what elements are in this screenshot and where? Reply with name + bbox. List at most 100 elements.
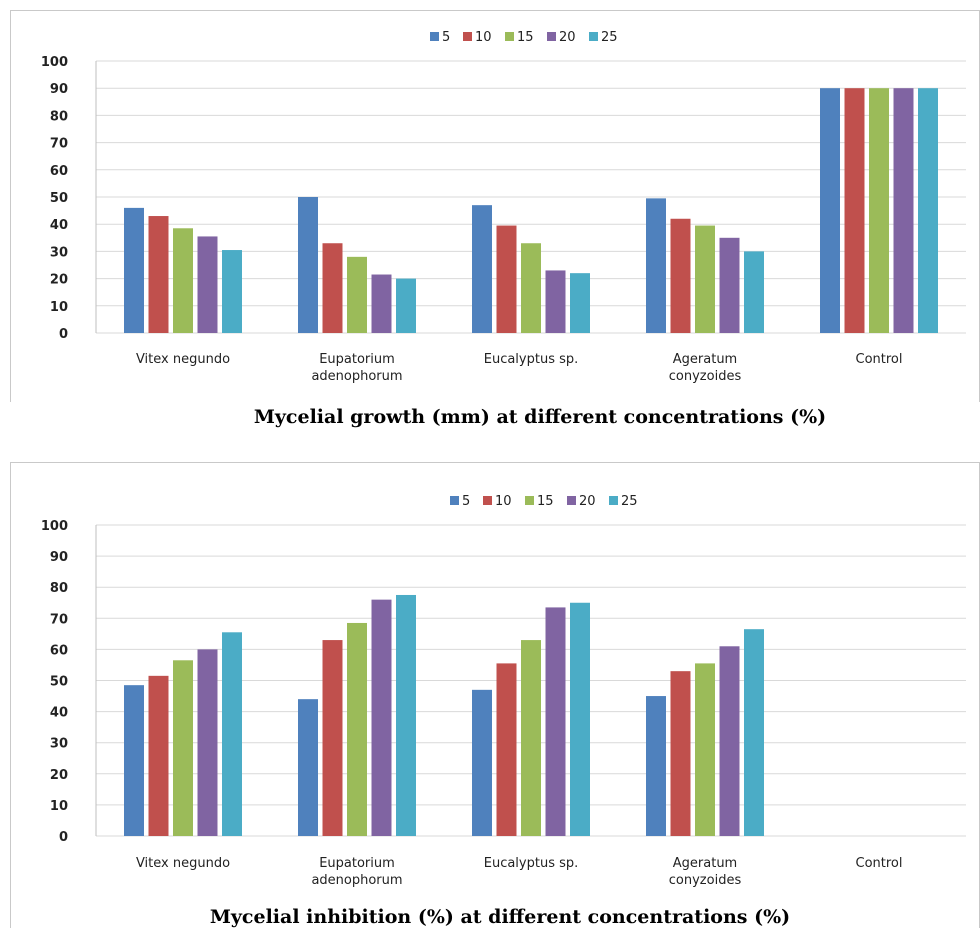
growth-legend-label: 10 xyxy=(475,30,492,45)
growth-y-tick-label: 80 xyxy=(50,109,68,124)
inhibition-x-category-label: Vitex negundo xyxy=(136,856,230,871)
chart-panel-inhibition: 0 10 20 30 40 50 60 70 80 90 100 5 10 15 20 25 Vitex neg… xyxy=(10,462,980,928)
growth-legend-swatch xyxy=(463,32,472,41)
inhibition-bar xyxy=(496,663,517,836)
inhibition-legend-label: 25 xyxy=(621,494,638,509)
growth-x-category-label: Eupatorium xyxy=(319,352,395,367)
inhibition-bar xyxy=(124,685,144,836)
inhibition-x-category-label: Control xyxy=(856,856,903,871)
inhibition-bar xyxy=(396,594,416,836)
inhibition-bar xyxy=(521,640,541,836)
growth-x-category-label: conyzoides xyxy=(669,369,742,384)
growth-legend-swatch xyxy=(430,32,439,41)
inhibition-x-category-label: adenophorum xyxy=(311,873,402,888)
growth-bar xyxy=(298,197,318,333)
growth-bar xyxy=(719,237,740,333)
growth-x-category-label: Vitex negundo xyxy=(136,352,230,367)
growth-y-tick-label: 70 xyxy=(50,137,68,152)
inhibition-x-category-label: Ageratum xyxy=(673,856,737,871)
inhibition-bar xyxy=(197,649,218,836)
inhibition-y-tick-label: 70 xyxy=(50,612,68,627)
inhibition-y-tick-label: 50 xyxy=(50,675,68,690)
inhibition-bar xyxy=(472,689,492,836)
inhibition-y-tick-label: 90 xyxy=(50,550,68,565)
inhibition-legend-swatch xyxy=(483,496,492,505)
growth-x-category-label: Eucalyptus sp. xyxy=(484,352,579,367)
inhibition-x-category-label: Eupatorium xyxy=(319,856,395,871)
growth-bar xyxy=(646,198,666,333)
growth-y-tick-label: 10 xyxy=(50,300,68,315)
growth-bar xyxy=(695,225,715,333)
growth-bar xyxy=(173,228,193,333)
inhibition-bar xyxy=(298,699,318,836)
growth-y-tick-label: 60 xyxy=(50,164,68,179)
inhibition-bar xyxy=(371,599,392,836)
growth-bar xyxy=(197,236,218,333)
chart-title-inhibition: Mycelial inhibition (%) at different con… xyxy=(209,906,791,928)
growth-bar xyxy=(496,225,517,333)
growth-x-category-label: Control xyxy=(856,352,903,367)
inhibition-x-category-label: conyzoides xyxy=(669,873,742,888)
growth-bar xyxy=(869,88,889,333)
growth-legend-label: 15 xyxy=(517,30,534,45)
inhibition-legend-label: 15 xyxy=(537,494,554,509)
inhibition-bar xyxy=(148,675,169,836)
inhibition-y-tick-label: 100 xyxy=(41,519,68,534)
inhibition-bar xyxy=(670,671,691,836)
growth-legend-label: 25 xyxy=(601,30,618,45)
inhibition-bar xyxy=(347,622,367,836)
growth-x-category-label: Ageratum xyxy=(673,352,737,367)
growth-legend-swatch xyxy=(589,32,598,41)
growth-bar xyxy=(222,250,242,333)
inhibition-y-tick-label: 0 xyxy=(59,830,68,845)
inhibition-legend-swatch xyxy=(567,496,576,505)
growth-legend-swatch xyxy=(547,32,556,41)
growth-x-category-label: adenophorum xyxy=(311,369,402,384)
inhibition-y-tick-label: 30 xyxy=(50,737,68,752)
inhibition-chart: 0 10 20 30 40 50 60 70 80 90 100 5 10 15 20 25 Vitex neg… xyxy=(41,494,966,888)
growth-bar xyxy=(521,243,541,333)
growth-bar xyxy=(844,88,865,333)
inhibition-y-tick-label: 40 xyxy=(50,706,68,721)
growth-y-tick-label: 40 xyxy=(50,218,68,233)
inhibition-bar xyxy=(570,602,590,836)
inhibition-bar xyxy=(695,663,715,836)
inhibition-legend-swatch xyxy=(609,496,618,505)
inhibition-bar xyxy=(744,629,764,836)
growth-bar xyxy=(472,205,492,333)
growth-bar xyxy=(124,207,144,333)
growth-y-tick-label: 90 xyxy=(50,82,68,97)
growth-y-tick-label: 20 xyxy=(50,273,68,288)
growth-bar xyxy=(371,274,392,333)
inhibition-legend-swatch xyxy=(525,496,534,505)
growth-bar xyxy=(545,270,566,333)
inhibition-bar xyxy=(173,660,193,836)
growth-bar xyxy=(744,251,764,333)
growth-y-tick-label: 30 xyxy=(50,245,68,260)
growth-bar xyxy=(820,88,840,333)
inhibition-bar xyxy=(545,607,566,836)
inhibition-y-tick-label: 80 xyxy=(50,581,68,596)
inhibition-bar xyxy=(646,696,666,836)
inhibition-bar xyxy=(719,646,740,836)
growth-legend-swatch xyxy=(505,32,514,41)
growth-bar xyxy=(148,216,169,333)
inhibition-legend-label: 5 xyxy=(462,494,470,509)
inhibition-y-tick-label: 10 xyxy=(50,799,68,814)
growth-legend-label: 5 xyxy=(442,30,450,45)
growth-chart: 0 10 20 30 40 50 60 70 80 90 100 5 10 15 20 25 Vitex neg… xyxy=(41,30,966,384)
inhibition-legend-swatch xyxy=(450,496,459,505)
growth-bar xyxy=(347,256,367,333)
inhibition-y-tick-label: 60 xyxy=(50,643,68,658)
growth-legend-label: 20 xyxy=(559,30,576,45)
growth-y-tick-label: 100 xyxy=(41,55,68,70)
inhibition-legend-label: 10 xyxy=(495,494,512,509)
growth-bar xyxy=(322,243,343,333)
growth-bar xyxy=(893,88,914,333)
growth-y-tick-label: 50 xyxy=(50,191,68,206)
inhibition-y-tick-label: 20 xyxy=(50,768,68,783)
inhibition-bar xyxy=(222,632,242,836)
chart-panel-growth: 0 10 20 30 40 50 60 70 80 90 100 5 10 15 20 25 Vitex neg… xyxy=(10,10,980,402)
inhibition-x-category-label: Eucalyptus sp. xyxy=(484,856,579,871)
growth-bar xyxy=(396,278,416,333)
